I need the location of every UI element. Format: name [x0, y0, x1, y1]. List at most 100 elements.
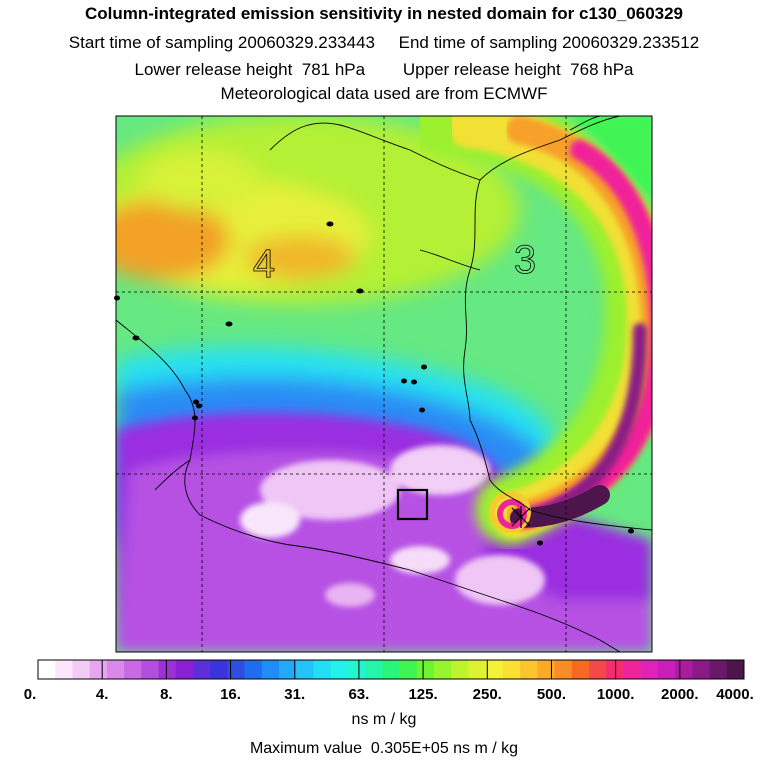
coastline-north: [479, 116, 621, 181]
city-dot: [356, 288, 364, 294]
field-light-patch-3: [240, 502, 300, 538]
colorbar-swatch: [124, 660, 142, 679]
colorbar-swatch: [657, 660, 676, 679]
colorbar-tick-label: 4.: [95, 686, 109, 703]
colorbar-tick-label: 63.: [348, 686, 370, 703]
field-corner-green: [570, 116, 652, 200]
city-dot: [193, 399, 199, 405]
colorbar-swatch: [382, 660, 400, 679]
region-label-3: 3: [514, 238, 536, 282]
city-dot: [326, 221, 334, 227]
colorbar-tick-label: 0.: [23, 686, 37, 703]
release-heights: Lower release height 781 hPa Upper relea…: [134, 60, 634, 79]
colorbar-swatch: [296, 660, 314, 679]
colorbar-swatch: [141, 660, 159, 679]
colorbar-swatch: [192, 660, 211, 679]
colorbar-swatch: [589, 660, 607, 679]
colorbar-tick-label: 500.: [536, 686, 567, 703]
city-dot: [411, 379, 417, 385]
colorbar-swatch: [244, 660, 263, 679]
region-label-4: 4: [253, 242, 275, 286]
colorbar-swatch: [537, 660, 555, 679]
field-light-patch-4: [455, 555, 545, 605]
colorbar-swatch: [520, 660, 538, 679]
colorbar-swatch: [313, 660, 332, 679]
city-dot: [421, 364, 427, 370]
colorbar-swatch: [158, 660, 177, 679]
colorbar: [37, 659, 745, 680]
chart-title: Column-integrated emission sensitivity i…: [84, 4, 684, 23]
field-light-patch-1: [260, 460, 400, 520]
city-dot: [419, 407, 425, 413]
colorbar-swatch: [434, 660, 452, 679]
colorbar-tick-label: 2000.: [661, 686, 699, 703]
colorbar-swatch: [485, 660, 504, 679]
colorbar-swatch: [502, 660, 521, 679]
city-dot: [537, 540, 543, 546]
colorbar-units: ns m / kg: [351, 711, 417, 728]
field-yellow-patch-top: [140, 150, 260, 210]
colorbar-swatch: [89, 660, 108, 679]
colorbar-swatch: [709, 660, 728, 679]
city-dot: [196, 403, 202, 409]
colorbar-swatch: [554, 660, 573, 679]
city-dot: [401, 378, 407, 384]
colorbar-tick-label: 31.: [284, 686, 306, 703]
lat-lon-grid: [116, 116, 652, 652]
colorbar-swatch: [606, 660, 624, 679]
city-dot: [628, 528, 634, 534]
field-light-patch-5: [390, 546, 450, 574]
border-inland-1: [419, 249, 481, 271]
coastline-ne: [569, 116, 601, 131]
field-light-patch-2: [390, 445, 490, 495]
colorbar-swatch: [72, 660, 90, 679]
colorbar-swatch: [726, 660, 745, 679]
city-markers: [114, 221, 634, 546]
colorbar-swatch: [416, 660, 435, 679]
colorbar-swatch: [399, 660, 418, 679]
colorbar-swatch: [330, 660, 349, 679]
colorbar-tick-label: 8.: [160, 686, 173, 703]
colorbar-swatch: [55, 660, 73, 679]
maximum-value: Maximum value 0.305E+05 ns m / kg: [249, 740, 519, 757]
field-swirl-yellow: [489, 491, 531, 533]
release-point-marker: [511, 506, 531, 528]
field-orange-patch-mid: [245, 236, 355, 280]
colorbar-swatch: [347, 660, 366, 679]
city-dot: [114, 295, 120, 301]
colorbar-swatch: [692, 660, 710, 679]
coastline-east: [269, 122, 652, 531]
field-orange-patch-left: [116, 200, 230, 280]
colorbar-frame: [37, 659, 745, 680]
field-light-patch-6: [325, 583, 375, 607]
map-frame: [115, 115, 653, 653]
sensitivity-field: [116, 116, 652, 652]
colorbar-swatch: [38, 660, 56, 679]
border-inland-2: [154, 459, 191, 491]
receptor-box: [396, 488, 429, 521]
colorbar-tick-label: 16.: [220, 686, 241, 703]
coastline-west: [116, 319, 621, 652]
colorbar-tick-label: 250.: [472, 686, 502, 703]
colorbar-swatch: [623, 660, 641, 679]
colorbar-swatch: [451, 660, 469, 679]
colorbar-tick-label: 1000.: [596, 686, 635, 703]
colorbar-swatch: [365, 660, 383, 679]
colorbar-swatch: [571, 660, 590, 679]
colorbar-swatch: [210, 660, 228, 679]
coastlines: [116, 116, 652, 652]
colorbar-swatch: [279, 660, 297, 679]
city-dot: [192, 415, 198, 421]
colorbar-swatch: [261, 660, 280, 679]
colorbar-swatch: [106, 660, 125, 679]
city-dot: [225, 321, 233, 327]
city-dot: [132, 335, 140, 341]
colorbar-swatch: [468, 660, 487, 679]
sampling-times: Start time of sampling 20060329.233443 E…: [68, 33, 700, 52]
colorbar-swatch: [675, 660, 693, 679]
colorbar-tick-label: 4000.: [716, 686, 754, 703]
met-data-source: Meteorological data used are from ECMWF: [220, 84, 548, 103]
colorbar-tick-label: 125.: [408, 686, 438, 703]
colorbar-swatch: [640, 660, 659, 679]
